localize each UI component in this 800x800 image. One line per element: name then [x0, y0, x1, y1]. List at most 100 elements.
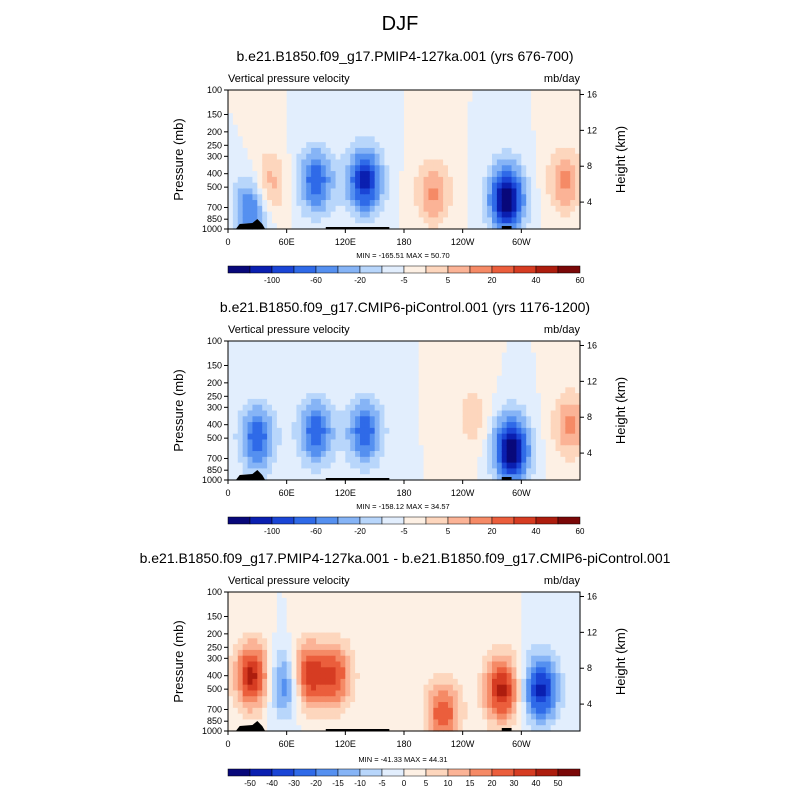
field-cell: [374, 597, 381, 605]
field-cell: [311, 696, 317, 703]
field-cell: [262, 456, 268, 464]
field-cell: [443, 609, 449, 616]
field-cell: [452, 176, 459, 184]
field-cell: [247, 609, 254, 616]
field-cell: [448, 632, 454, 639]
field-cell: [272, 200, 278, 207]
field-cell: [306, 352, 312, 359]
field-cell: [320, 422, 327, 429]
field-cell: [531, 387, 537, 394]
field-cell: [438, 188, 444, 195]
field-cell: [286, 136, 293, 143]
field-cell: [286, 626, 293, 634]
field-cell: [404, 451, 410, 458]
field-cell: [496, 592, 503, 599]
field-cell: [257, 352, 263, 359]
field-cell: [228, 719, 234, 726]
field-cell: [345, 387, 351, 394]
field-cell: [501, 456, 508, 464]
field-cell: [384, 217, 390, 224]
field-cell: [423, 649, 430, 657]
field-cell: [320, 358, 327, 365]
field-cell: [560, 422, 566, 429]
field-cell: [550, 159, 557, 166]
field-cell: [364, 462, 371, 470]
field-cell: [242, 468, 249, 475]
field-cell: [384, 171, 390, 178]
field-cell: [262, 393, 268, 400]
field-cell: [511, 142, 518, 149]
field-cell: [448, 205, 454, 213]
field-cell: [555, 211, 562, 219]
field-cell: [228, 661, 234, 668]
field-cell: [374, 341, 381, 348]
field-cell: [335, 603, 342, 610]
field-cell: [536, 375, 542, 383]
colorbar-swatch: [337, 265, 361, 274]
field-cell: [325, 90, 332, 97]
field-cell: [433, 153, 439, 161]
field-cell: [457, 352, 464, 359]
field-cell: [477, 615, 483, 622]
field-cell: [477, 118, 483, 126]
field-cell: [492, 107, 498, 114]
field-cell: [262, 725, 268, 732]
field-cell: [501, 358, 508, 365]
field-cell: [330, 673, 337, 680]
field-cell: [272, 153, 278, 161]
field-cell: [316, 176, 322, 184]
field-cell: [428, 90, 434, 97]
field-cell: [335, 707, 342, 715]
field-cell: [262, 439, 268, 446]
field-cell: [296, 375, 302, 383]
field-cell: [472, 398, 478, 406]
field-cell: [384, 422, 390, 429]
field-cell: [511, 445, 518, 452]
field-cell: [521, 427, 527, 435]
field-cell: [286, 445, 293, 452]
field-cell: [506, 124, 513, 132]
field-cell: [340, 393, 346, 400]
field-cell: [311, 678, 317, 686]
field-cell: [257, 107, 263, 114]
field-cell: [575, 358, 581, 365]
field-cell: [570, 188, 576, 195]
field-cell: [560, 194, 566, 201]
field-cell: [496, 462, 503, 470]
field-cell: [521, 176, 527, 184]
field-cell: [452, 404, 459, 412]
field-cell: [536, 393, 542, 400]
field-cell: [408, 375, 415, 383]
field-cell: [340, 649, 346, 657]
field-cell: [521, 223, 527, 230]
field-cell: [399, 188, 405, 195]
field-cell: [374, 702, 381, 709]
field-cell: [242, 632, 249, 639]
field-cell: [467, 678, 474, 686]
field-cell: [428, 422, 434, 429]
field-cell: [296, 649, 302, 657]
field-cell: [301, 90, 307, 97]
field-cell: [330, 707, 337, 715]
field-cell: [418, 136, 425, 143]
field-cell: [228, 597, 234, 605]
field-cell: [536, 456, 542, 464]
field-cell: [228, 387, 234, 394]
field-cell: [404, 223, 410, 230]
field-cell: [389, 375, 395, 383]
field-cell: [355, 136, 361, 143]
field-cell: [232, 592, 239, 599]
field-cell: [389, 381, 395, 388]
field-cell: [335, 398, 342, 406]
field-cell: [232, 667, 239, 674]
field-cell: [267, 416, 273, 423]
field-cell: [301, 142, 307, 149]
field-cell: [252, 211, 258, 219]
field-cell: [306, 147, 312, 155]
field-cell: [545, 136, 552, 143]
field-cell: [379, 638, 386, 645]
field-cell: [384, 433, 390, 441]
field-cell: [228, 433, 234, 441]
colorbar-label: -100: [264, 276, 281, 285]
field-cell: [389, 445, 395, 452]
